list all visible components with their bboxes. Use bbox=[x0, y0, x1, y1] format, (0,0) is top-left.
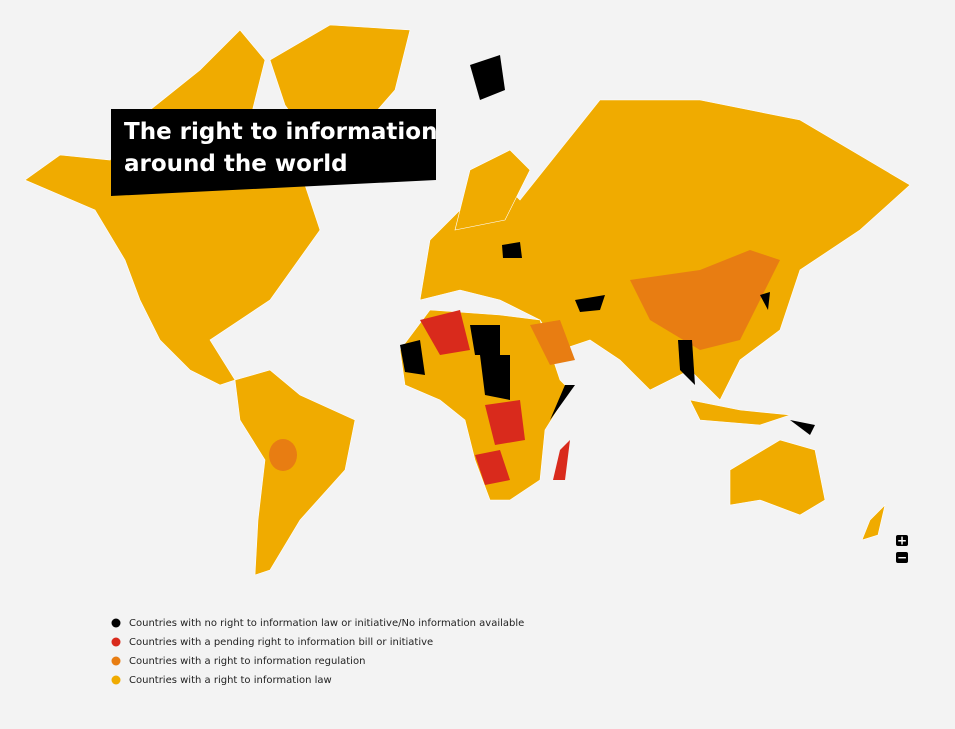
australia bbox=[729, 439, 826, 516]
bolivia bbox=[269, 439, 297, 471]
turkmenistan bbox=[575, 295, 605, 312]
title-line: The right to information bbox=[124, 119, 438, 145]
north-korea bbox=[760, 292, 770, 310]
legend-swatch bbox=[111, 656, 121, 666]
scandinavia bbox=[454, 149, 531, 231]
legend-swatch bbox=[111, 618, 121, 628]
somalia bbox=[550, 385, 575, 420]
south-america bbox=[234, 369, 356, 576]
sudan bbox=[480, 355, 510, 400]
legend-label: Countries with no right to information l… bbox=[129, 618, 524, 629]
title-line: around the world bbox=[124, 151, 348, 177]
libya bbox=[470, 325, 500, 355]
saudi-arabia bbox=[530, 320, 575, 365]
legend-label: Countries with a right to information la… bbox=[129, 675, 332, 686]
madagascar bbox=[553, 440, 570, 480]
north-america bbox=[24, 29, 321, 386]
legend-label: Countries with a right to information re… bbox=[129, 656, 365, 667]
legend-label: Countries with a pending right to inform… bbox=[129, 637, 433, 648]
title-box bbox=[111, 109, 436, 196]
zoom-out-label[interactable]: − bbox=[897, 551, 907, 565]
algeria-mali bbox=[420, 310, 470, 355]
svalbard bbox=[470, 55, 505, 100]
papua-new-guinea bbox=[790, 420, 815, 435]
zoom-out-button[interactable] bbox=[896, 552, 908, 563]
china bbox=[630, 250, 780, 350]
myanmar bbox=[678, 340, 695, 385]
zoom-in-button[interactable] bbox=[896, 535, 908, 546]
congo bbox=[485, 400, 525, 445]
belarus bbox=[502, 242, 522, 258]
legend-swatch bbox=[111, 675, 121, 685]
zoom-in-label[interactable]: + bbox=[897, 534, 907, 548]
legend: Countries with no right to information l… bbox=[111, 618, 524, 686]
indonesia bbox=[689, 399, 791, 426]
legend-swatch bbox=[111, 637, 121, 647]
world-map bbox=[24, 24, 911, 576]
southern-africa bbox=[475, 450, 510, 485]
west-sahara bbox=[400, 340, 425, 375]
new-zealand bbox=[861, 504, 886, 541]
